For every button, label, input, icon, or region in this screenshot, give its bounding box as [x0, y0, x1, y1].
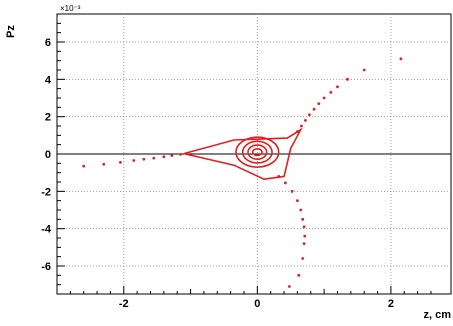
data-point: [303, 234, 307, 238]
data-point: [312, 107, 316, 111]
data-point: [336, 85, 339, 89]
data-points: [82, 57, 403, 288]
x-axis-title: z, cm: [423, 309, 451, 321]
y-tick-label: 0: [45, 149, 51, 161]
y-axis-title: Pz: [5, 25, 17, 38]
data-point: [287, 285, 291, 288]
data-point: [322, 96, 326, 100]
separatrix-curve: [183, 127, 303, 181]
core-orbits: [235, 136, 280, 168]
x-tick-label: -2: [119, 298, 129, 310]
data-point: [301, 257, 305, 260]
core-orbit: [241, 140, 273, 164]
data-point: [283, 181, 287, 185]
data-point: [102, 162, 106, 166]
x-tick-labels: -2 0 2: [119, 298, 394, 310]
data-point: [162, 155, 166, 159]
axis-ticks: [56, 22, 432, 294]
data-point: [185, 152, 189, 156]
data-point: [346, 77, 349, 81]
data-point: [277, 175, 281, 178]
data-point: [290, 189, 294, 193]
y-tick-label: -6: [41, 261, 51, 273]
y-exponent-label: ×10⁻³: [60, 4, 81, 13]
data-point: [119, 161, 122, 164]
data-point: [179, 152, 182, 156]
data-point: [329, 91, 333, 94]
data-point: [308, 113, 311, 117]
data-point: [170, 154, 174, 157]
data-point: [302, 225, 306, 229]
data-point: [296, 199, 299, 203]
data-point: [302, 242, 306, 246]
core-orbit: [251, 147, 263, 157]
y-tick-label: -2: [41, 186, 51, 198]
data-point: [317, 102, 321, 105]
data-point: [132, 159, 136, 162]
data-point: [142, 157, 146, 161]
data-point: [301, 217, 305, 221]
core-orbit: [247, 144, 268, 161]
y-tick-label: 6: [45, 37, 51, 49]
data-point: [296, 130, 299, 134]
y-tick-label: 4: [45, 74, 52, 86]
data-point: [304, 119, 307, 122]
y-tick-label: -4: [41, 224, 52, 236]
data-point: [297, 273, 301, 277]
y-tick-label: 2: [45, 112, 51, 124]
data-point: [152, 156, 156, 160]
data-point: [299, 208, 303, 212]
data-point: [82, 164, 86, 168]
y-tick-labels: -6 -4 -2 0 2 4 6: [41, 37, 52, 273]
core-orbit: [235, 136, 280, 168]
data-point: [362, 68, 366, 72]
data-point: [399, 57, 403, 61]
x-tick-label: 0: [254, 298, 260, 310]
data-point: [300, 124, 303, 128]
x-tick-label: 2: [388, 298, 394, 310]
